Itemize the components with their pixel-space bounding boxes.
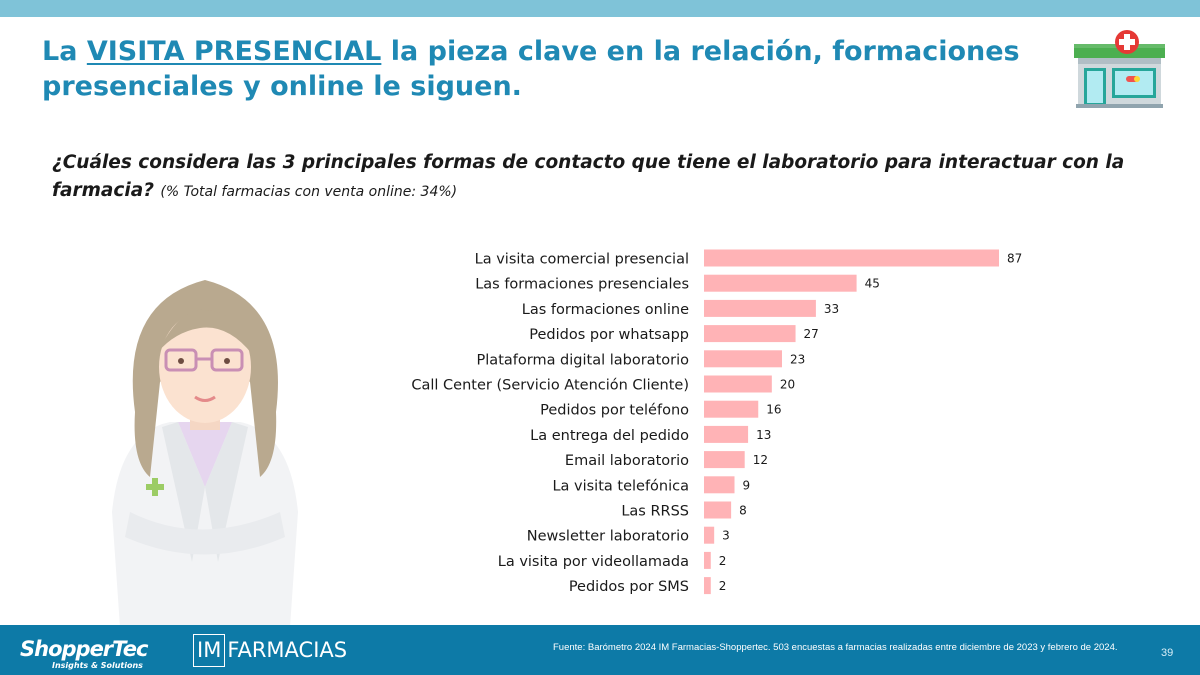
bar <box>704 274 857 292</box>
category-label: Plataforma digital laboratorio <box>477 352 690 368</box>
page-title: La VISITA PRESENCIAL la pieza clave en l… <box>42 34 1042 104</box>
value-label: 87 <box>1007 252 1022 266</box>
category-label: La visita comercial presencial <box>475 252 689 268</box>
value-label: 27 <box>804 327 819 341</box>
category-label: La visita telefónica <box>552 478 689 494</box>
title-prefix: La <box>42 36 87 67</box>
category-label: Pedidos por whatsapp <box>529 327 689 343</box>
pharmacist-illustration <box>112 280 298 627</box>
category-label: La entrega del pedido <box>530 428 689 444</box>
shoppertec-logo: ShopperTec <box>20 637 148 661</box>
category-label: Pedidos por SMS <box>569 579 689 595</box>
bar-chart: La visita comercial presencial 87 Las form… <box>411 249 1022 595</box>
value-label: 20 <box>780 378 795 392</box>
category-label: Las formaciones online <box>522 302 689 318</box>
category-label: Las formaciones presenciales <box>475 277 689 293</box>
bar <box>704 577 711 595</box>
bar <box>704 325 796 343</box>
page-number: 39 <box>1161 647 1174 659</box>
footer-bar <box>0 625 1200 675</box>
value-label: 8 <box>739 504 747 518</box>
pharmacy-store-icon <box>1074 30 1165 108</box>
top-accent-bar <box>0 0 1200 17</box>
bar <box>704 551 711 569</box>
category-label: Las RRSS <box>621 504 689 520</box>
bar <box>704 375 772 393</box>
survey-question: ¿Cuáles considera las 3 principales form… <box>52 149 1132 206</box>
value-label: 33 <box>824 302 839 316</box>
bar <box>704 425 749 443</box>
title-highlight: VISITA PRESENCIAL <box>86 36 382 67</box>
bar <box>704 350 782 368</box>
value-label: 23 <box>790 352 805 366</box>
bar <box>704 400 759 418</box>
value-label: 12 <box>753 453 768 467</box>
value-label: 9 <box>743 478 751 492</box>
imfarmacias-logo-box: IM <box>193 633 226 667</box>
value-label: 2 <box>719 579 727 593</box>
bar <box>704 249 999 267</box>
value-label: 16 <box>766 403 781 417</box>
bar <box>704 526 715 544</box>
shoppertec-tagline: Insights & Solutions <box>52 661 143 670</box>
value-label: 13 <box>756 428 771 442</box>
bar <box>704 299 816 317</box>
question-note: (% Total farmacias con venta online: 34%… <box>160 184 458 200</box>
title-rest: la pieza clave en la relación, formacion… <box>42 36 1020 102</box>
value-label: 3 <box>722 529 730 543</box>
bar <box>704 451 745 469</box>
question-text: ¿Cuáles considera las 3 principales form… <box>52 152 1125 201</box>
category-label: Newsletter laboratorio <box>527 529 689 545</box>
source-note: Fuente: Barómetro 2024 IM Farmacias-Shop… <box>553 642 1118 653</box>
bar <box>704 501 732 519</box>
category-label: La visita por videollamada <box>498 554 689 570</box>
category-label: Call Center (Servicio Atención Cliente) <box>411 378 689 394</box>
imfarmacias-logo: IM FARMACIAS <box>193 633 347 667</box>
imfarmacias-logo-text: FARMACIAS <box>227 637 348 662</box>
value-label: 2 <box>719 554 727 568</box>
value-label: 45 <box>865 277 880 291</box>
category-label: Pedidos por teléfono <box>540 403 689 419</box>
bar <box>704 476 735 494</box>
category-label: Email laboratorio <box>565 453 689 469</box>
